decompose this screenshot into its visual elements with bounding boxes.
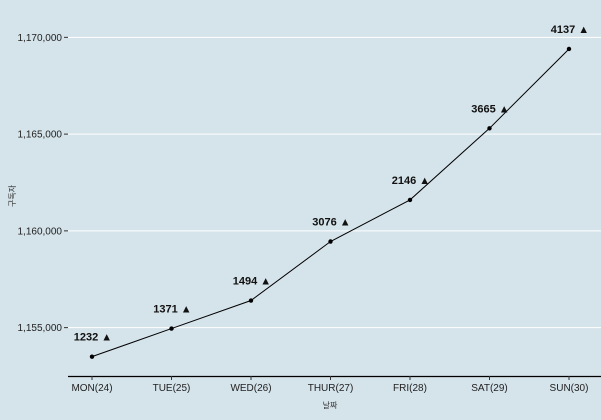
x-tick-label: SUN(30) xyxy=(550,383,589,394)
y-tick-label: 1,155,000 xyxy=(18,323,63,334)
x-tick-label: FRI(28) xyxy=(393,383,427,394)
x-tick-label: WED(26) xyxy=(230,383,271,394)
x-tick-labels: MON(24) TUE(25) WED(26) THUR(27) FRI(28) SAT(… xyxy=(71,376,588,394)
data-point xyxy=(566,46,572,52)
data-labels: 1232 ▲ 1371 ▲ 1494 ▲ 3076 ▲ 2146 ▲ 3665 ▲ 4137… xyxy=(74,24,589,344)
data-point xyxy=(407,197,413,203)
data-label: 2146 ▲ xyxy=(392,175,430,187)
data-point xyxy=(487,126,492,131)
y-tick-label: 1,170,000 xyxy=(18,33,63,44)
x-tick-label: MON(24) xyxy=(71,383,112,394)
series xyxy=(89,46,572,359)
y-axis: 1,155,000 1,160,000 1,165,000 1,170,000 xyxy=(18,33,68,334)
data-label: 1232 ▲ xyxy=(74,332,112,344)
data-label: 4137 ▲ xyxy=(551,24,589,36)
y-axis-title: 구독자 xyxy=(8,184,17,207)
x-tick-label: THUR(27) xyxy=(308,383,354,394)
data-label: 1494 ▲ xyxy=(233,276,271,288)
data-label: 1371 ▲ xyxy=(153,304,191,316)
x-axis-title: 날짜 xyxy=(323,400,338,410)
data-point xyxy=(248,298,254,303)
data-label: 3076 ▲ xyxy=(312,217,350,229)
gridlines xyxy=(68,36,601,329)
y-tick-label: 1,165,000 xyxy=(18,130,63,141)
data-point xyxy=(169,326,174,331)
data-point xyxy=(328,239,333,244)
data-label: 3665 ▲ xyxy=(471,103,509,115)
y-tick-label: 1,160,000 xyxy=(18,226,63,237)
data-point xyxy=(89,354,95,359)
x-tick-label: SAT(29) xyxy=(471,383,508,394)
x-tick-label: TUE(25) xyxy=(153,383,191,394)
